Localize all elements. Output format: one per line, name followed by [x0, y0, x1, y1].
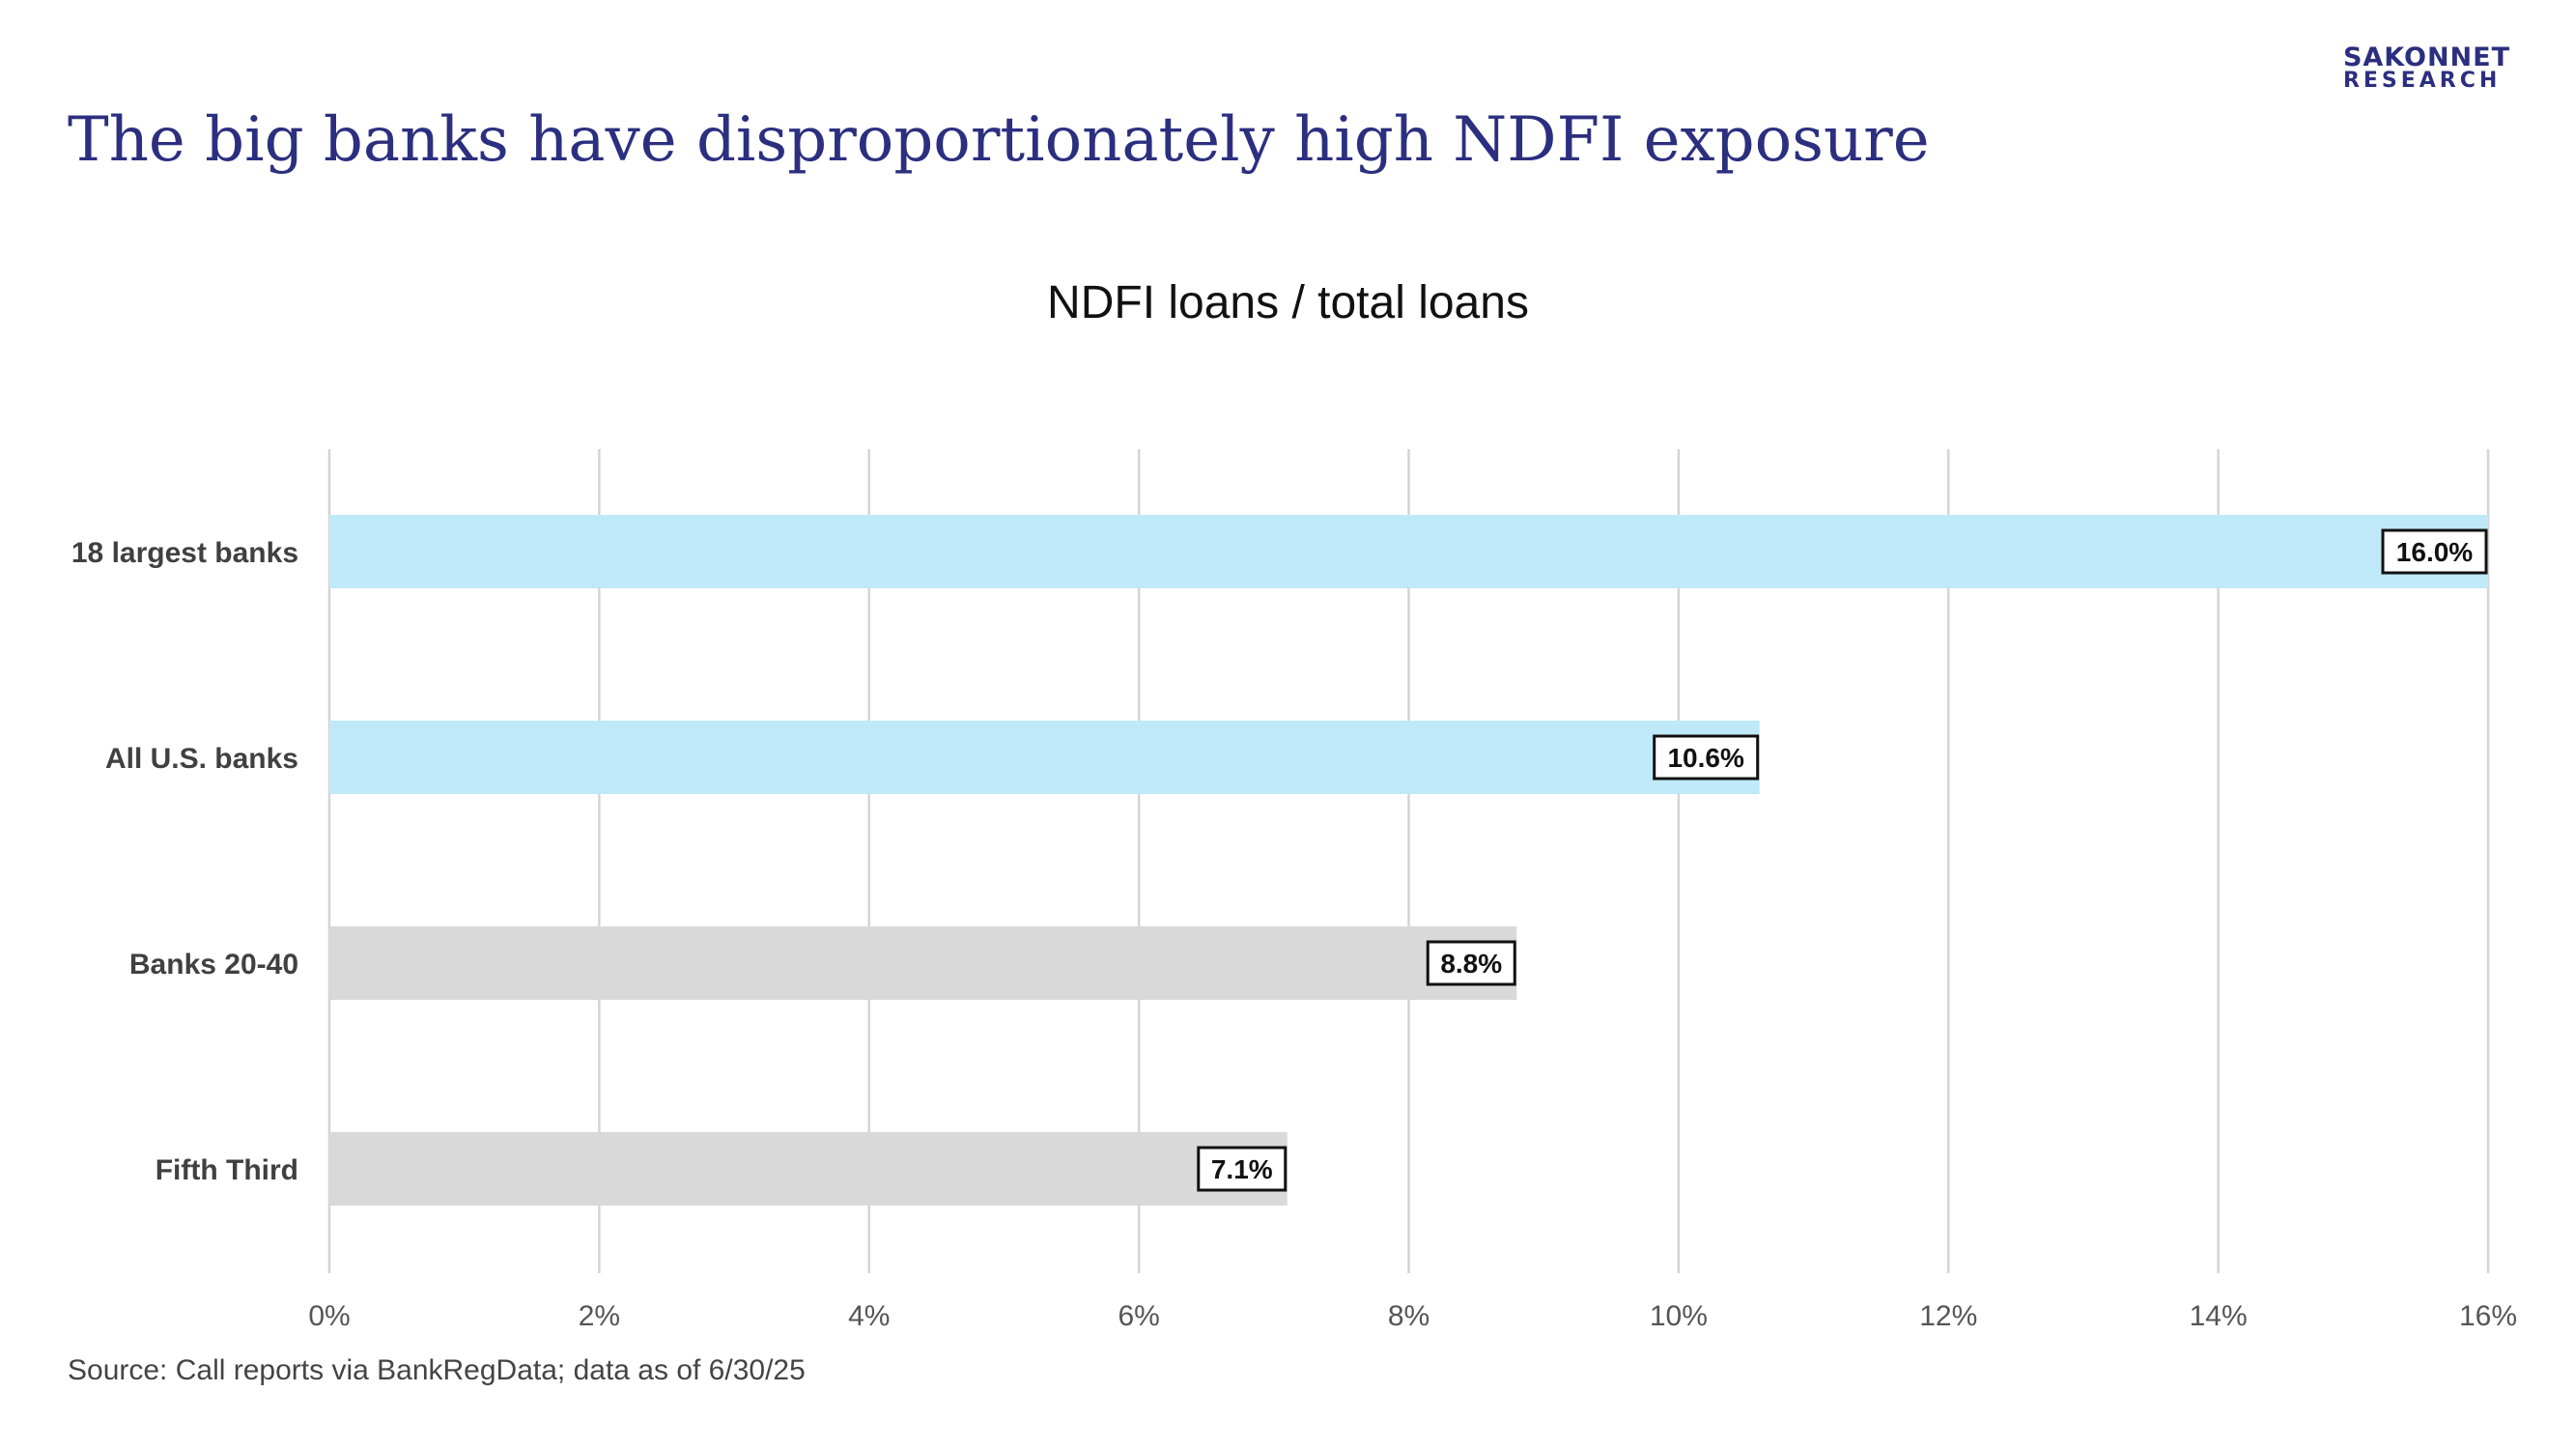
chart-title: NDFI loans / total loans — [1047, 277, 1529, 328]
x-axis-tick-labels: 0% 2% 4% 6% 8% 10% 12% 14% 16% — [308, 1300, 2517, 1332]
source-note: Source: Call reports via BankRegData; da… — [68, 1354, 806, 1386]
data-label-box — [1426, 940, 1516, 986]
x-tick-label: 8% — [1388, 1300, 1430, 1332]
x-tick-label: 14% — [2190, 1300, 2248, 1332]
category-labels: 18 largest banks All U.S. banks Banks 20-4… — [71, 537, 298, 1186]
x-tick-label: 12% — [1919, 1300, 1977, 1332]
logo-line-2: RESEARCH — [2342, 69, 2502, 93]
data-label: 8.8% — [1440, 949, 1502, 979]
data-label: 7.1% — [1211, 1154, 1273, 1184]
bar — [329, 515, 2488, 588]
data-label-box — [1197, 1146, 1288, 1192]
logo-line-1: SAKONNET — [2342, 43, 2510, 72]
brand-logo: SAKONNET RESEARCH — [2343, 44, 2510, 92]
bar — [329, 926, 1517, 1000]
x-tick-label: 16% — [2459, 1300, 2517, 1332]
x-tick-label: 2% — [579, 1300, 620, 1332]
slide-title: The big banks have disproportionately hi… — [68, 104, 1930, 176]
x-tick-label: 6% — [1118, 1300, 1159, 1332]
data-label: 10.6% — [1667, 743, 1743, 773]
category-label: 18 largest banks — [71, 537, 298, 569]
x-tick-label: 0% — [308, 1300, 350, 1332]
data-label: 16.0% — [2396, 537, 2473, 567]
data-label-box — [1653, 734, 1760, 781]
category-label: Fifth Third — [156, 1154, 298, 1186]
bar — [329, 721, 1760, 794]
bar — [329, 1132, 1288, 1206]
category-label: All U.S. banks — [105, 743, 298, 775]
data-label-box — [2381, 528, 2488, 575]
x-tick-label: 4% — [848, 1300, 890, 1332]
x-tick-label: 10% — [1650, 1300, 1708, 1332]
bars: 16.0% 10.6% 8.8% 7.1% — [329, 515, 2488, 1206]
category-label: Banks 20-40 — [129, 949, 298, 980]
